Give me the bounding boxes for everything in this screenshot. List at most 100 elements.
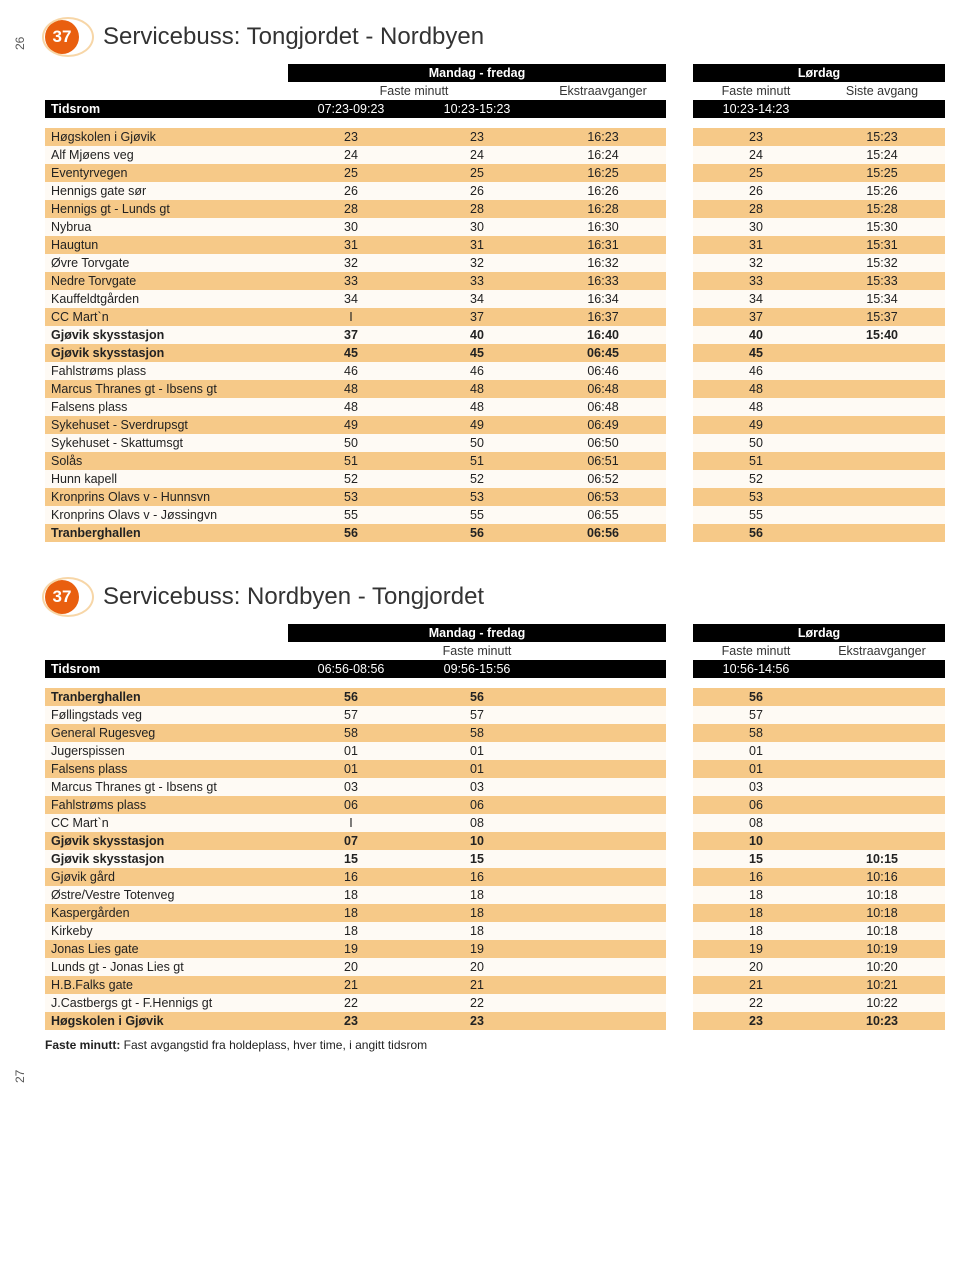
sub-faste-minutt-2: Faste minutt [693, 82, 819, 100]
time-cell: 31 [414, 236, 540, 254]
time-cell: 10:20 [819, 958, 945, 976]
time-cell: 37 [288, 326, 414, 344]
time-cell: 58 [414, 724, 540, 742]
table-row: Fahlstrøms plass464606:4646 [45, 362, 945, 380]
time-cell: 06 [288, 796, 414, 814]
time-cell: 15:40 [819, 326, 945, 344]
table-row: Fahlstrøms plass060606 [45, 796, 945, 814]
header-mandag-fredag: Mandag - fredag [288, 624, 666, 642]
time-cell: 48 [414, 398, 540, 416]
time-cell: 37 [693, 308, 819, 326]
time-cell: 18 [414, 922, 540, 940]
time-cell: 45 [693, 344, 819, 362]
time-cell [819, 380, 945, 398]
header-row-groups: Mandag - fredag Lørdag [45, 624, 945, 642]
time-cell [819, 760, 945, 778]
stop-name: Hunn kapell [45, 470, 288, 488]
stop-name: Øvre Torvgate [45, 254, 288, 272]
time-cell [540, 742, 666, 760]
time-cell [540, 994, 666, 1012]
time-cell [540, 886, 666, 904]
time-cell: 01 [693, 742, 819, 760]
col-spacer [666, 326, 693, 344]
stop-name: Lunds gt - Jonas Lies gt [45, 958, 288, 976]
time-cell: 46 [693, 362, 819, 380]
time-cell: 06:51 [540, 452, 666, 470]
stop-name: Gjøvik skysstasjon [45, 326, 288, 344]
time-cell: 33 [693, 272, 819, 290]
sub-faste-minutt: Faste minutt [288, 82, 540, 100]
header-spacer [666, 64, 693, 82]
time-cell: 15:23 [819, 128, 945, 146]
time-cell [540, 778, 666, 796]
col-spacer [666, 308, 693, 326]
time-cell: 01 [693, 760, 819, 778]
time-cell [540, 940, 666, 958]
col-spacer [666, 470, 693, 488]
time-cell [819, 506, 945, 524]
stop-name: Nedre Torvgate [45, 272, 288, 290]
stop-name: Gjøvik skysstasjon [45, 850, 288, 868]
time-cell: 45 [414, 344, 540, 362]
stop-name: Gjøvik gård [45, 868, 288, 886]
time-cell: 33 [288, 272, 414, 290]
col-spacer [666, 940, 693, 958]
col-spacer [666, 488, 693, 506]
time-cell: 19 [288, 940, 414, 958]
time-cell [819, 434, 945, 452]
time-cell: 49 [414, 416, 540, 434]
stop-name: Gjøvik skysstasjon [45, 832, 288, 850]
col-spacer [666, 434, 693, 452]
table-row: CC Mart`nI3716:373715:37 [45, 308, 945, 326]
stop-name: Marcus Thranes gt - Ibsens gt [45, 778, 288, 796]
col-spacer [666, 380, 693, 398]
table-row: Kronprins Olavs v - Hunnsvn535306:5353 [45, 488, 945, 506]
time-cell: 24 [288, 146, 414, 164]
stop-name: Kronprins Olavs v - Hunnsvn [45, 488, 288, 506]
stop-name: Tranberghallen [45, 688, 288, 706]
stop-name: Fahlstrøms plass [45, 362, 288, 380]
time-cell: 18 [693, 922, 819, 940]
time-cell: 06:56 [540, 524, 666, 542]
col-spacer [666, 506, 693, 524]
table-row: Sykehuset - Sverdrupsgt494906:4949 [45, 416, 945, 434]
time-cell: 37 [414, 308, 540, 326]
time-cell: 26 [414, 182, 540, 200]
timetable-1: Mandag - fredag Lørdag Faste minutt Ekst… [45, 64, 945, 542]
time-cell: 15:25 [819, 164, 945, 182]
stop-name: Solås [45, 452, 288, 470]
time-cell [819, 344, 945, 362]
col-spacer [666, 272, 693, 290]
time-cell: 30 [288, 218, 414, 236]
time-cell: 40 [414, 326, 540, 344]
time-cell: 08 [693, 814, 819, 832]
tids-1: 07:23-09:23 [288, 100, 414, 118]
time-cell [819, 706, 945, 724]
time-cell [540, 904, 666, 922]
time-cell: 28 [693, 200, 819, 218]
col-spacer [666, 976, 693, 994]
time-cell: 28 [288, 200, 414, 218]
section-header-1: 37 Servicebuss: Tongjordet - Nordbyen [45, 20, 945, 54]
time-cell: 22 [414, 994, 540, 1012]
time-cell: 55 [288, 506, 414, 524]
time-cell: 24 [414, 146, 540, 164]
table-row: H.B.Falks gate21212110:21 [45, 976, 945, 994]
time-cell [540, 922, 666, 940]
time-cell: 16:34 [540, 290, 666, 308]
table-row: Haugtun313116:313115:31 [45, 236, 945, 254]
time-cell: 23 [693, 1012, 819, 1030]
time-cell: 46 [288, 362, 414, 380]
time-cell: 15:28 [819, 200, 945, 218]
col-spacer [666, 290, 693, 308]
col-spacer [666, 796, 693, 814]
col-spacer [666, 832, 693, 850]
route-badge-ring [42, 17, 94, 57]
tids-2: 09:56-15:56 [414, 660, 540, 678]
time-cell: 20 [288, 958, 414, 976]
tidsrom-label: Tidsrom [45, 660, 288, 678]
time-cell: 16:40 [540, 326, 666, 344]
time-cell: 18 [288, 886, 414, 904]
table-row: Gjøvik skysstasjon071010 [45, 832, 945, 850]
sub-ekstra: Ekstraavganger [819, 642, 945, 660]
